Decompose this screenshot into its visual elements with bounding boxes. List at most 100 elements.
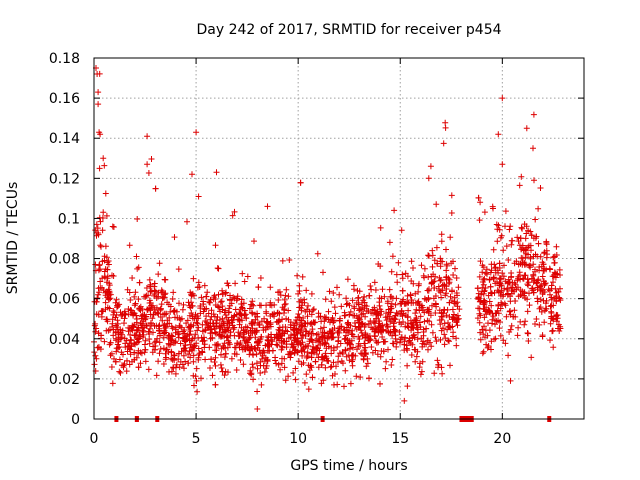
data-point bbox=[177, 340, 184, 347]
data-point bbox=[551, 269, 558, 276]
data-point bbox=[343, 324, 350, 331]
data-point bbox=[393, 309, 400, 316]
data-point bbox=[450, 329, 457, 336]
data-point bbox=[156, 339, 163, 346]
data-point bbox=[226, 341, 233, 348]
data-point bbox=[517, 292, 524, 298]
data-point bbox=[192, 311, 199, 318]
data-point bbox=[135, 347, 142, 354]
data-point bbox=[242, 323, 249, 330]
data-point bbox=[477, 298, 484, 305]
data-point bbox=[334, 343, 341, 350]
y-tick-label: 0.12 bbox=[49, 171, 80, 187]
data-point bbox=[524, 308, 531, 315]
data-point bbox=[221, 309, 228, 316]
data-point bbox=[314, 250, 321, 257]
axes: 0 5 10 15 20 0 0.02 0.04 0.06 0.08 0.1 0.12 0.14 0.16… bbox=[49, 51, 584, 447]
data-point bbox=[526, 290, 532, 297]
data-point bbox=[192, 331, 199, 338]
data-point bbox=[408, 258, 415, 265]
data-point bbox=[550, 344, 557, 351]
data-point bbox=[251, 345, 258, 352]
data-point bbox=[496, 325, 503, 332]
data-point bbox=[534, 253, 541, 260]
data-point bbox=[145, 328, 152, 335]
data-point bbox=[197, 303, 204, 309]
plot-frame bbox=[93, 57, 585, 420]
data-point bbox=[506, 226, 513, 233]
data-point bbox=[449, 287, 455, 294]
data-point bbox=[147, 283, 154, 290]
data-point bbox=[488, 267, 495, 274]
data-point bbox=[417, 371, 424, 378]
data-point bbox=[412, 358, 419, 365]
data-point bbox=[521, 321, 528, 328]
data-point bbox=[187, 354, 194, 361]
data-point bbox=[416, 280, 422, 287]
data-point bbox=[244, 273, 251, 280]
data-point bbox=[103, 212, 110, 219]
data-point bbox=[476, 310, 483, 317]
data-point bbox=[172, 314, 178, 321]
data-point bbox=[249, 361, 256, 368]
data-point bbox=[176, 300, 182, 307]
data-point bbox=[112, 358, 119, 365]
data-point bbox=[410, 280, 417, 287]
data-point bbox=[263, 308, 270, 315]
data-point bbox=[274, 309, 281, 316]
data-point bbox=[424, 337, 431, 344]
data-point bbox=[349, 327, 356, 334]
data-point bbox=[175, 350, 182, 357]
data-point bbox=[245, 330, 252, 337]
data-point bbox=[232, 306, 239, 313]
data-point bbox=[201, 334, 207, 341]
data-point bbox=[385, 346, 391, 353]
data-point bbox=[402, 270, 409, 277]
data-point bbox=[99, 215, 106, 221]
data-point bbox=[135, 336, 141, 342]
data-point bbox=[193, 377, 200, 384]
data-point bbox=[426, 318, 433, 325]
data-point bbox=[384, 313, 391, 320]
data-point bbox=[202, 356, 209, 363]
data-point bbox=[553, 243, 560, 250]
data-point bbox=[188, 323, 195, 330]
data-point bbox=[168, 337, 174, 344]
data-point bbox=[393, 271, 400, 278]
data-point bbox=[95, 89, 102, 96]
data-point bbox=[455, 284, 462, 291]
data-point bbox=[260, 347, 267, 354]
data-point bbox=[193, 365, 200, 372]
data-point bbox=[425, 310, 432, 317]
data-point bbox=[156, 260, 163, 267]
data-point bbox=[557, 272, 563, 278]
data-point bbox=[247, 301, 254, 308]
data-point bbox=[384, 298, 391, 305]
data-point bbox=[281, 310, 287, 316]
data-point bbox=[254, 313, 261, 320]
data-point bbox=[438, 294, 445, 301]
data-point bbox=[517, 235, 524, 242]
data-point bbox=[148, 319, 154, 326]
data-point bbox=[362, 322, 369, 328]
data-point bbox=[99, 275, 106, 282]
data-point bbox=[404, 320, 411, 327]
data-point bbox=[146, 276, 153, 283]
data-point bbox=[443, 261, 450, 268]
data-point bbox=[121, 308, 128, 315]
data-point bbox=[203, 319, 210, 326]
data-point bbox=[396, 319, 403, 326]
data-point bbox=[287, 334, 294, 341]
data-point bbox=[335, 359, 341, 365]
data-point bbox=[409, 341, 416, 348]
data-point bbox=[250, 376, 257, 383]
data-point bbox=[516, 269, 523, 276]
data-point bbox=[475, 290, 482, 297]
data-point bbox=[335, 353, 342, 360]
data-point bbox=[507, 326, 514, 333]
data-point bbox=[419, 307, 426, 314]
data-point bbox=[135, 324, 142, 331]
data-point bbox=[168, 355, 175, 362]
data-point bbox=[248, 343, 255, 350]
data-point bbox=[494, 287, 501, 294]
